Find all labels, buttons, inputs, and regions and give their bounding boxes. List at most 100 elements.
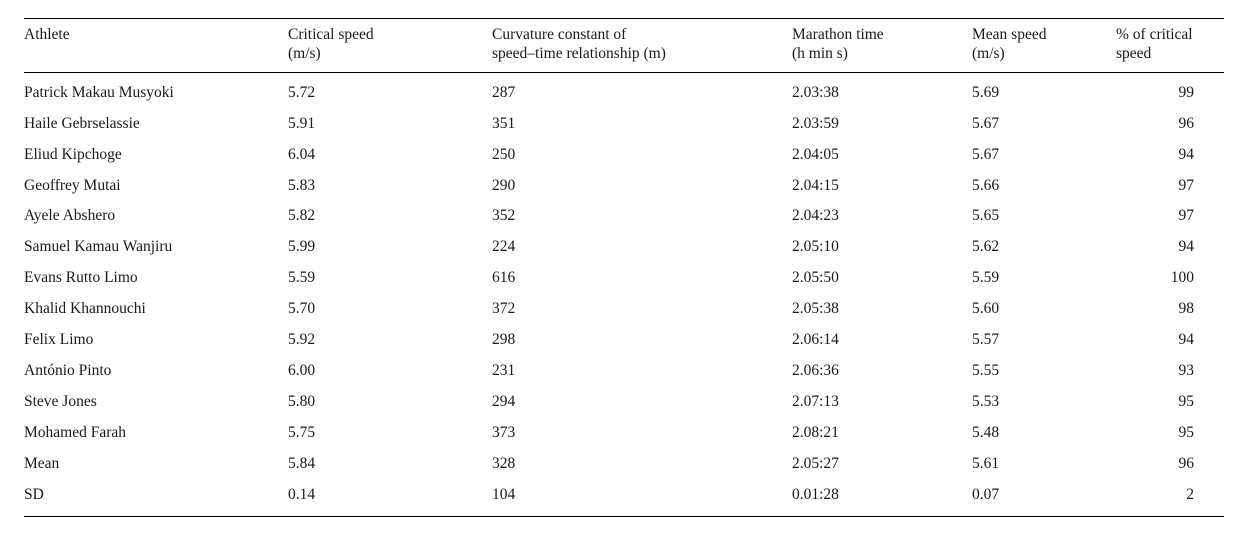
table-cell: 5.91	[288, 109, 492, 140]
table-cell: 372	[492, 294, 792, 325]
athlete-table: Athlete Critical speed (m/s) Curvature c…	[24, 18, 1224, 517]
table-cell: 6.04	[288, 140, 492, 171]
col-header-text: % of critical	[1116, 26, 1193, 43]
table-cell: 5.92	[288, 325, 492, 356]
table-cell: 2.05:50	[792, 263, 972, 294]
table-cell: 2.05:27	[792, 449, 972, 480]
table-cell: 99	[1116, 72, 1224, 108]
table-cell: António Pinto	[24, 356, 288, 387]
table-cell: 352	[492, 201, 792, 232]
table-cell: 5.55	[972, 356, 1116, 387]
table-cell: 100	[1116, 263, 1224, 294]
table-cell: 5.48	[972, 418, 1116, 449]
table-cell: 5.67	[972, 109, 1116, 140]
table-cell: Steve Jones	[24, 387, 288, 418]
table-cell: 5.72	[288, 72, 492, 108]
table-cell: 5.53	[972, 387, 1116, 418]
table-row: Steve Jones5.802942.07:135.5395	[24, 387, 1224, 418]
table-cell: 97	[1116, 171, 1224, 202]
table-cell: Ayele Abshero	[24, 201, 288, 232]
table-cell: 224	[492, 232, 792, 263]
col-header-critical-speed: Critical speed (m/s)	[288, 19, 492, 73]
col-header-marathon-time: Marathon time (h min s)	[792, 19, 972, 73]
table-cell: Eliud Kipchoge	[24, 140, 288, 171]
col-header-curvature: Curvature constant of speed–time relatio…	[492, 19, 792, 73]
table-cell: 2.06:14	[792, 325, 972, 356]
table-row: Evans Rutto Limo5.596162.05:505.59100	[24, 263, 1224, 294]
table-cell: 5.65	[972, 201, 1116, 232]
table-cell: 2.08:21	[792, 418, 972, 449]
table-cell: 250	[492, 140, 792, 171]
col-header-text: Critical speed	[288, 26, 374, 43]
table-cell: 5.59	[288, 263, 492, 294]
table-row: Samuel Kamau Wanjiru5.992242.05:105.6294	[24, 232, 1224, 263]
table-cell: 94	[1116, 140, 1224, 171]
table-cell: Mohamed Farah	[24, 418, 288, 449]
table-cell: 2.07:13	[792, 387, 972, 418]
table-cell: Evans Rutto Limo	[24, 263, 288, 294]
table-cell: Khalid Khannouchi	[24, 294, 288, 325]
table-cell: 5.62	[972, 232, 1116, 263]
table-cell: 5.60	[972, 294, 1116, 325]
table-cell: 2	[1116, 480, 1224, 516]
table-cell: 5.61	[972, 449, 1116, 480]
table-cell: 5.84	[288, 449, 492, 480]
table-cell: 2.03:38	[792, 72, 972, 108]
col-header-text: Mean speed	[972, 26, 1046, 43]
table-cell: Patrick Makau Musyoki	[24, 72, 288, 108]
table-row: Khalid Khannouchi5.703722.05:385.6098	[24, 294, 1224, 325]
table-cell: 5.82	[288, 201, 492, 232]
table-cell: 5.99	[288, 232, 492, 263]
table-cell: 5.70	[288, 294, 492, 325]
table-cell: 97	[1116, 201, 1224, 232]
table-cell: 5.57	[972, 325, 1116, 356]
table-cell: 2.05:38	[792, 294, 972, 325]
table-cell: 95	[1116, 387, 1224, 418]
table-body: Patrick Makau Musyoki5.722872.03:385.699…	[24, 72, 1224, 516]
table-cell: 6.00	[288, 356, 492, 387]
table-cell: 95	[1116, 418, 1224, 449]
table-cell: 287	[492, 72, 792, 108]
col-header-sub: speed	[1116, 45, 1151, 62]
table-cell: 96	[1116, 449, 1224, 480]
col-header-sub: (m/s)	[288, 45, 321, 62]
table-cell: 2.04:23	[792, 201, 972, 232]
header-row: Athlete Critical speed (m/s) Curvature c…	[24, 19, 1224, 73]
table-row: SD0.141040.01:280.072	[24, 480, 1224, 516]
table-cell: 5.66	[972, 171, 1116, 202]
table-row: Eliud Kipchoge6.042502.04:055.6794	[24, 140, 1224, 171]
table-cell: 328	[492, 449, 792, 480]
table-cell: 94	[1116, 325, 1224, 356]
table-cell: 2.03:59	[792, 109, 972, 140]
table-cell: 2.04:15	[792, 171, 972, 202]
table-cell: 5.83	[288, 171, 492, 202]
table-cell: 373	[492, 418, 792, 449]
table-row: Felix Limo5.922982.06:145.5794	[24, 325, 1224, 356]
table-cell: 2.05:10	[792, 232, 972, 263]
table-cell: 2.04:05	[792, 140, 972, 171]
col-header-sub: (m/s)	[972, 45, 1005, 62]
table-cell: 104	[492, 480, 792, 516]
col-header-pct-critical: % of critical speed	[1116, 19, 1224, 73]
table-cell: 98	[1116, 294, 1224, 325]
col-header-mean-speed: Mean speed (m/s)	[972, 19, 1116, 73]
table-cell: 5.59	[972, 263, 1116, 294]
table-cell: Felix Limo	[24, 325, 288, 356]
col-header-text: Curvature constant of	[492, 26, 626, 43]
table-row: Patrick Makau Musyoki5.722872.03:385.699…	[24, 72, 1224, 108]
table-cell: 5.75	[288, 418, 492, 449]
table-row: Ayele Abshero5.823522.04:235.6597	[24, 201, 1224, 232]
col-header-sub: speed–time relationship (m)	[492, 45, 666, 62]
table-cell: 0.07	[972, 480, 1116, 516]
table-cell: 231	[492, 356, 792, 387]
table-cell: 5.67	[972, 140, 1116, 171]
table-cell: 5.69	[972, 72, 1116, 108]
col-header-sub: (h min s)	[792, 45, 848, 62]
table-cell: 616	[492, 263, 792, 294]
table-cell: Mean	[24, 449, 288, 480]
table-row: Mean5.843282.05:275.6196	[24, 449, 1224, 480]
table-cell: 0.14	[288, 480, 492, 516]
table-cell: 2.06:36	[792, 356, 972, 387]
table-row: António Pinto6.002312.06:365.5593	[24, 356, 1224, 387]
table-cell: Geoffrey Mutai	[24, 171, 288, 202]
